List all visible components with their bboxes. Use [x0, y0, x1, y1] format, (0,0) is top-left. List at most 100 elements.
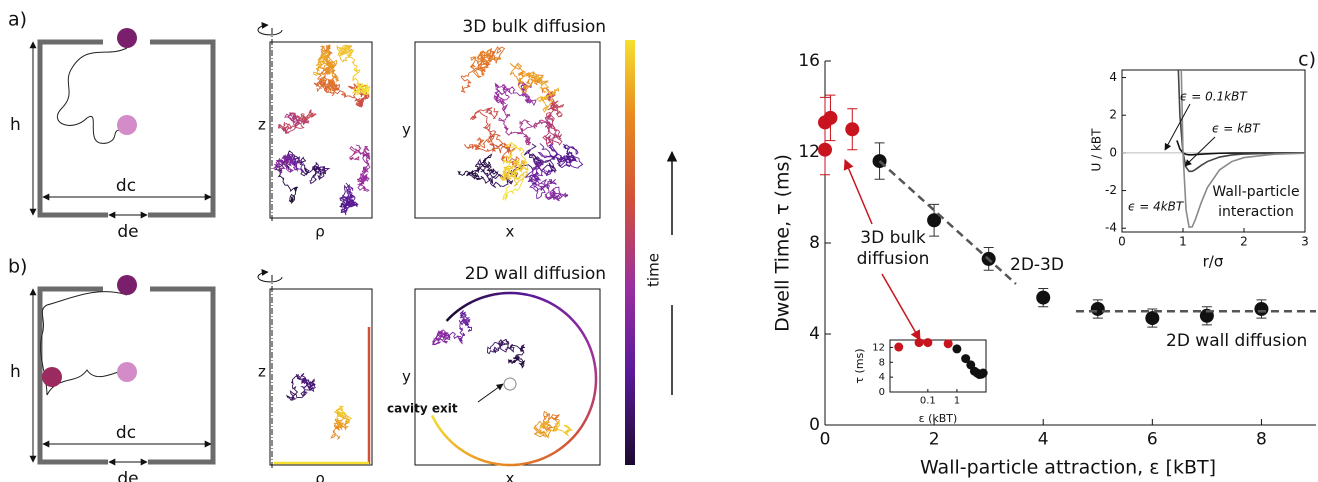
trajectory: [530, 171, 546, 199]
trajectories: [273, 44, 584, 216]
trajectory: [471, 455, 480, 461]
particle-wall: [42, 367, 62, 387]
trajectory: [579, 328, 586, 337]
trajectory: [438, 427, 445, 435]
rho-z-box: [269, 288, 373, 466]
trajectory: [591, 355, 596, 364]
y-tick-label: 0: [1109, 145, 1117, 159]
trajectory: [516, 92, 537, 107]
trajectory: [555, 446, 564, 453]
trajectory: [566, 436, 575, 444]
data-point: [923, 338, 933, 348]
y-tick-label: 8: [809, 233, 820, 253]
trajectory: [502, 159, 525, 189]
de-label: de: [117, 469, 138, 482]
trajectory: [462, 301, 471, 308]
trajectory: [432, 329, 446, 344]
data-point: [1254, 301, 1269, 316]
annotation-arrow: [881, 273, 921, 341]
trajectory: [517, 119, 534, 140]
data-point: [1036, 290, 1051, 305]
x-label: x: [506, 223, 515, 241]
trajectory: [341, 192, 355, 208]
trajectory: [356, 173, 368, 190]
trajectory: [514, 462, 523, 467]
legend-label: ϵ = 4kBT: [1128, 200, 1185, 214]
trajectory: [569, 317, 578, 325]
x-axis-label: ε (kBT): [919, 412, 958, 425]
colorbar-label: time: [645, 253, 663, 287]
trajectory: [536, 90, 551, 102]
trajectory: [508, 354, 520, 365]
trajectory: [476, 49, 490, 66]
trajectory: [559, 155, 584, 169]
trajectory: [466, 153, 493, 181]
trajectory: [477, 158, 507, 188]
panel-title: 3D bulk diffusion: [462, 17, 606, 37]
trajectory: [532, 161, 552, 180]
trajectory: [494, 82, 511, 101]
trajectory: [526, 293, 535, 298]
trajectory: [453, 443, 461, 451]
trajectory: [322, 78, 336, 90]
y-tick-label: 0: [879, 387, 885, 398]
trajectory: [457, 167, 480, 180]
trajectory: [590, 398, 595, 407]
y-tick-label: 2: [1109, 108, 1117, 122]
panel-b: b) h dc de z ρ y x 2D wall diffusion cavity exit: [8, 256, 606, 482]
cavity-exit-label: cavity exit: [387, 402, 458, 416]
trajectory: [355, 145, 370, 160]
data-point: [823, 110, 838, 125]
x-tick-label: 0: [820, 429, 831, 449]
y-tick-label: 0: [809, 415, 820, 435]
trajectory: [509, 62, 527, 77]
trajectory: [478, 458, 487, 463]
data-point: [952, 344, 962, 354]
y-tick-label: 12: [798, 142, 820, 162]
z-label: z: [258, 363, 266, 381]
trajectory: [593, 384, 598, 393]
x-tick-label: 1: [954, 396, 960, 407]
trajectory: [544, 188, 558, 200]
trajectory: [434, 421, 441, 430]
trajectory: [539, 178, 556, 191]
y-tick-label: -4: [1105, 221, 1117, 235]
trajectory: [291, 113, 306, 132]
rho-z-box: [269, 41, 373, 219]
trajectory: [469, 108, 488, 123]
trajectory: [313, 53, 326, 77]
panel-label: b): [8, 256, 27, 278]
trajectory: [450, 309, 459, 317]
rho-label: ρ: [315, 223, 325, 241]
h-label: h: [10, 115, 21, 135]
trajectory: [442, 433, 450, 441]
trajectory: [538, 81, 560, 96]
trajectory: [518, 292, 527, 296]
trajectory: [543, 129, 563, 144]
trajectory: [295, 372, 308, 382]
trajectory: [546, 300, 555, 307]
annotation: 2D-3D: [1010, 255, 1064, 275]
trajectory: [293, 154, 309, 173]
polymer-chain: [56, 47, 128, 144]
trajectory: [493, 88, 505, 105]
trajectory: [549, 450, 558, 457]
rotation-arrow: [257, 268, 283, 283]
x-tick-label: 6: [1147, 429, 1158, 449]
fit-line: [878, 160, 1017, 285]
trajectory: [589, 348, 595, 357]
trajectory: [537, 143, 558, 159]
trajectory: [552, 303, 561, 311]
trajectory: [524, 133, 532, 146]
trajectory: [525, 71, 541, 84]
annotation: 3D bulk: [860, 228, 926, 248]
y-axis-label: Dwell Time, τ (ms): [772, 154, 794, 332]
trajectory: [321, 56, 334, 67]
wall-trajectory: [430, 291, 598, 467]
trajectory: [576, 425, 584, 433]
y-tick-label: 8: [879, 357, 885, 368]
trajectory: [528, 459, 538, 465]
trajectory: [528, 179, 557, 195]
trajectory: [584, 412, 591, 421]
